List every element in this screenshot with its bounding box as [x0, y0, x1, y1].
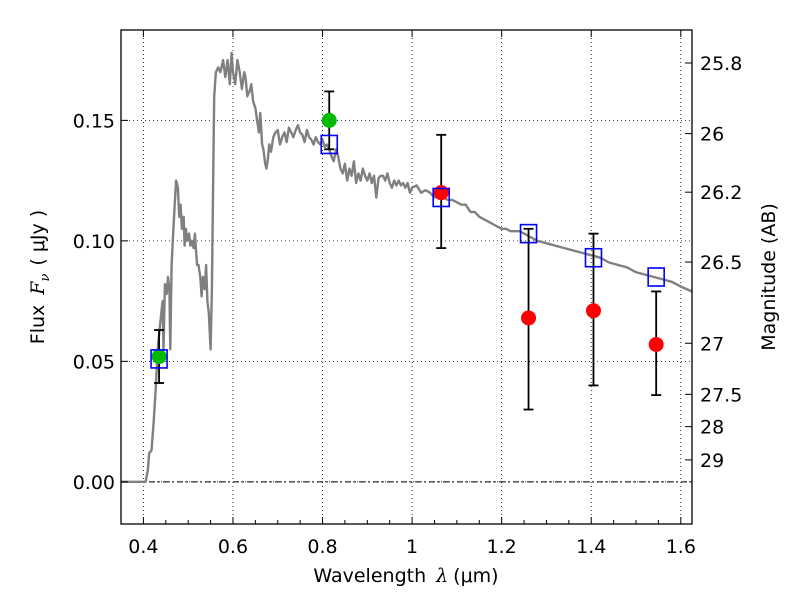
magnitude-tick-labels: 25.8 26 26.2 26.5 27 27.5 28 29	[700, 53, 742, 472]
y-axis-title: FluxFν( μJy )	[27, 210, 53, 344]
x-tick-label: 0.4	[128, 536, 158, 558]
data-points	[150, 112, 665, 369]
data-point-red	[433, 185, 449, 201]
mag-tick-label: 27	[700, 333, 724, 355]
mag-tick-label: 27.5	[700, 384, 742, 406]
mag-tick-label: 26.5	[700, 252, 742, 274]
mag-tick-label: 25.8	[700, 53, 742, 75]
model-flux-square	[647, 267, 665, 287]
y-tick-labels: 0.00 0.05 0.10 0.15	[73, 110, 115, 493]
axis-ticks	[120, 30, 692, 524]
data-point-green	[151, 349, 167, 365]
model-flux-square	[519, 223, 538, 244]
x-tick-label: 0.8	[307, 536, 337, 558]
data-point-red	[521, 310, 537, 326]
x-tick-labels: 0.4 0.6 0.8 1 1.2 1.4 1.6	[128, 536, 696, 558]
model-flux-square	[320, 134, 339, 155]
model-flux-square	[150, 349, 168, 369]
x-tick-label: 1.6	[666, 536, 696, 558]
data-point-red	[585, 303, 601, 319]
model-flux-square	[584, 247, 603, 268]
x-tick-label: 0.6	[218, 536, 248, 558]
model-spectrum	[121, 51, 693, 483]
y-tick-label: 0.15	[73, 110, 115, 132]
x-tick-label: 1	[406, 536, 418, 558]
y-tick-label: 0.00	[73, 472, 115, 494]
mag-tick-label: 28	[700, 417, 724, 439]
mag-tick-label: 29	[700, 450, 724, 472]
y-tick-label: 0.10	[73, 231, 115, 253]
x-axis-title: Wavelength λ (μm)	[313, 565, 498, 587]
data-point-green	[321, 112, 337, 128]
x-tick-label: 1.4	[576, 536, 606, 558]
model-flux-square	[432, 187, 451, 208]
x-tick-label: 1.2	[487, 536, 517, 558]
mag-tick-label: 26	[700, 124, 724, 146]
y2-axis-title: Magnitude (AB)	[758, 203, 780, 351]
plot-frame	[120, 29, 693, 525]
y-tick-label: 0.05	[73, 351, 115, 373]
data-point-red	[648, 336, 664, 352]
mag-tick-label: 26.2	[700, 182, 742, 204]
model-line	[121, 51, 693, 483]
